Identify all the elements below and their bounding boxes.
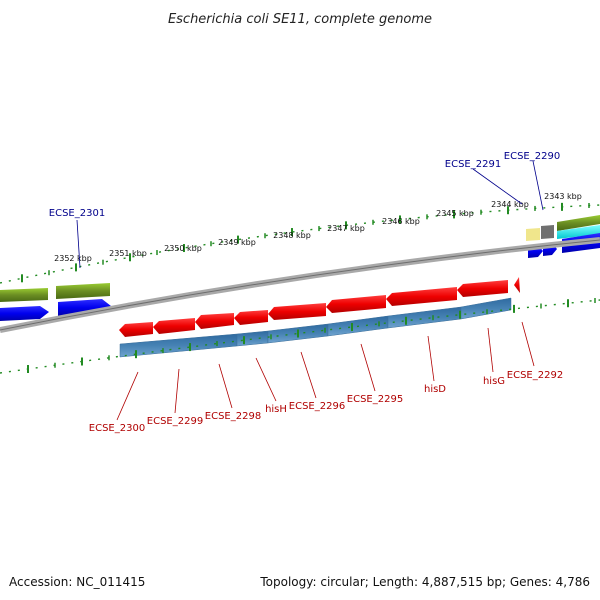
tick-label: 2348 kbp: [273, 231, 311, 240]
label-leader: [532, 160, 544, 211]
reverse-gene-track: [119, 277, 520, 337]
feature-label: hisG: [483, 376, 505, 387]
tick-label: 2349 kbp: [218, 238, 256, 247]
feature-label: hisD: [424, 384, 446, 395]
label-leader: [427, 335, 435, 382]
label-leader: [218, 363, 233, 409]
label-leader: [360, 343, 376, 392]
feature-label: ECSE_2295: [347, 394, 403, 405]
cds-block: [557, 215, 600, 231]
tick-label: 2350 kbp: [164, 244, 202, 253]
inner-ticks: [27, 298, 596, 374]
cds-block: [56, 283, 110, 299]
feature-label: ECSE_2296: [289, 401, 345, 412]
tick-label: 2345 kbp: [436, 209, 474, 218]
label-leader: [255, 357, 277, 402]
label-leader: [300, 351, 317, 399]
tick-labels: 2352 kbp 2351 kbp 2350 kbp 2349 kbp 2348 kbp…: [54, 192, 582, 263]
cds-block: [119, 333, 238, 358]
feature-label: ECSE_2301: [49, 208, 105, 219]
feature-label: ECSE_2290: [504, 151, 560, 162]
cds-block: [526, 228, 540, 241]
feature-label: hisH: [265, 404, 287, 415]
genome-summary-text: Topology: circular; Length: 4,887,515 bp…: [259, 575, 590, 589]
tick-label: 2346 kbp: [382, 217, 420, 226]
feature-label: ECSE_2292: [507, 370, 563, 381]
label-leader: [472, 168, 523, 205]
tick-label: 2352 kbp: [54, 254, 92, 263]
gene-arrow: [514, 277, 520, 293]
label-leader: [521, 321, 535, 367]
cds-block: [460, 297, 512, 320]
forward-labels: ECSE_2301 ECSE_2291 ECSE_2290: [49, 151, 560, 269]
label-leader: [116, 371, 139, 421]
feature-label: ECSE_2291: [445, 159, 501, 170]
gene-arrow: [457, 280, 508, 297]
gene-arrow: [195, 313, 234, 329]
gene-arrow: [268, 303, 326, 320]
cds-block: [541, 225, 554, 239]
backbone-arc-edge: [0, 239, 600, 331]
feature-label: ECSE_2298: [205, 411, 261, 422]
cds-block: [557, 225, 600, 239]
cds-block: [236, 330, 269, 347]
gene-arrow: [234, 310, 268, 325]
tick-label: 2347 kbp: [327, 224, 365, 233]
cds-block: [0, 288, 48, 302]
gene-arrow: [0, 306, 49, 321]
map-title: Escherichia coli SE11, complete genome: [168, 12, 432, 27]
gene-arrow: [326, 295, 386, 313]
label-leader: [174, 368, 180, 414]
tick-label: 2351 kbp: [109, 249, 147, 258]
forward-cds-track: [0, 215, 600, 302]
tick-label: 2344 kbp: [491, 200, 529, 209]
feature-label: ECSE_2299: [147, 416, 203, 427]
accession-text: Accession: NC_011415: [9, 575, 145, 589]
label-leader: [76, 219, 81, 269]
gene-arrow: [119, 322, 153, 337]
label-leader: [487, 327, 494, 373]
gene-arrow: [386, 287, 457, 306]
feature-label: ECSE_2300: [89, 423, 145, 434]
tick-label: 2343 kbp: [544, 192, 582, 201]
outer-ticks: [21, 202, 590, 283]
gene-arrow: [153, 318, 195, 334]
reverse-labels: ECSE_2300 ECSE_2299 ECSE_2298 hisH ECSE_…: [89, 321, 563, 434]
cds-block: [387, 306, 462, 329]
